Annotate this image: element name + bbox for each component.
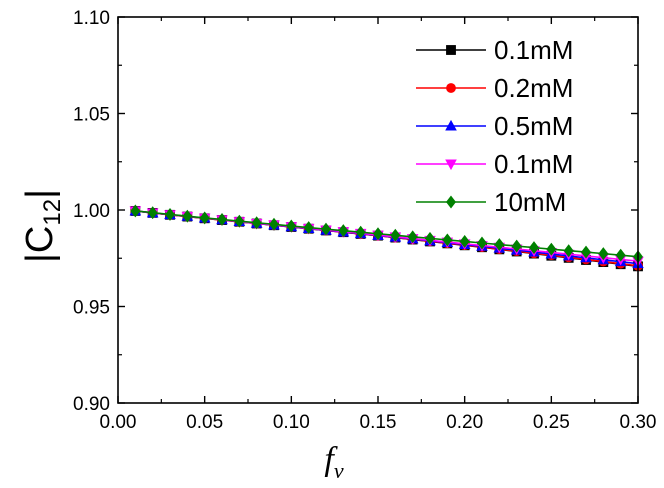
y-tick-label: 1.10 xyxy=(73,8,110,29)
y-axis-title-main: |C xyxy=(19,226,61,263)
data-point xyxy=(598,247,609,261)
series-4 xyxy=(130,204,643,264)
data-point xyxy=(355,225,366,239)
data-point xyxy=(477,236,487,250)
data-point xyxy=(217,212,227,226)
y-tick-label: 0.90 xyxy=(73,394,110,415)
data-point xyxy=(251,216,262,230)
x-tick-label: 0.30 xyxy=(620,412,657,433)
x-axis-title: fv xyxy=(324,441,343,483)
legend-marker xyxy=(445,159,457,171)
y-axis-title-subscript: 12 xyxy=(39,199,66,226)
data-point xyxy=(563,244,574,258)
y-axis-title-end: | xyxy=(19,189,61,199)
data-point xyxy=(303,221,314,235)
legend-item: 0.1mM xyxy=(416,35,573,65)
x-tick-label: 0.05 xyxy=(186,412,223,433)
y-axis-title: |C12| xyxy=(19,189,66,263)
data-point xyxy=(269,217,279,231)
x-tick-label: 0.20 xyxy=(446,412,483,433)
data-point xyxy=(511,239,522,253)
data-point xyxy=(130,204,141,218)
x-axis-title-subscript: v xyxy=(334,458,344,483)
data-point xyxy=(286,219,297,233)
legend-marker xyxy=(446,195,456,209)
series-line xyxy=(135,210,639,258)
data-point xyxy=(165,207,175,221)
y-tick-label: 1.00 xyxy=(73,201,110,222)
y-tick-label: 1.05 xyxy=(73,105,110,126)
plot-series xyxy=(129,204,644,272)
plot-frame xyxy=(117,16,639,404)
data-point xyxy=(442,233,453,247)
legend-label: 0.1mM xyxy=(494,35,573,65)
legend-item: 0.5mM xyxy=(416,111,573,141)
legend-marker xyxy=(446,83,456,93)
data-point xyxy=(615,248,626,262)
data-point xyxy=(529,241,539,255)
data-point xyxy=(407,230,418,244)
axis-ticks: 0.00 0.05 0.10 0.15 0.20 0.25 0.30 0.90 0.95 1.00… xyxy=(73,8,656,433)
legend: 0.1mM 0.2mM 0.5mM 0.1mM 10mM xyxy=(416,35,573,217)
data-point xyxy=(494,238,505,252)
legend-marker xyxy=(446,45,456,55)
x-tick-label: 0.15 xyxy=(360,412,397,433)
data-point xyxy=(425,231,435,245)
data-point xyxy=(390,228,401,242)
x-tick-label: 0.00 xyxy=(100,412,137,433)
legend-marker xyxy=(445,119,457,131)
legend-label: 0.5mM xyxy=(494,111,573,141)
x-tick-label: 0.10 xyxy=(273,412,310,433)
data-point xyxy=(338,224,349,238)
legend-item: 0.1mM xyxy=(416,149,573,179)
data-point xyxy=(321,222,331,236)
legend-label: 0.2mM xyxy=(494,73,573,103)
data-point xyxy=(182,209,193,223)
data-point xyxy=(234,214,245,228)
y-tick-label: 0.95 xyxy=(73,298,110,319)
legend-item: 0.2mM xyxy=(416,73,573,103)
data-point xyxy=(373,227,383,241)
data-point xyxy=(147,206,158,220)
x-tick-label: 0.25 xyxy=(533,412,570,433)
data-point xyxy=(199,211,210,225)
data-point xyxy=(459,234,470,248)
legend-label: 10mM xyxy=(494,187,566,217)
data-point xyxy=(581,245,591,259)
data-point xyxy=(546,242,557,256)
legend-item: 10mM xyxy=(416,187,566,217)
legend-label: 0.1mM xyxy=(494,149,573,179)
